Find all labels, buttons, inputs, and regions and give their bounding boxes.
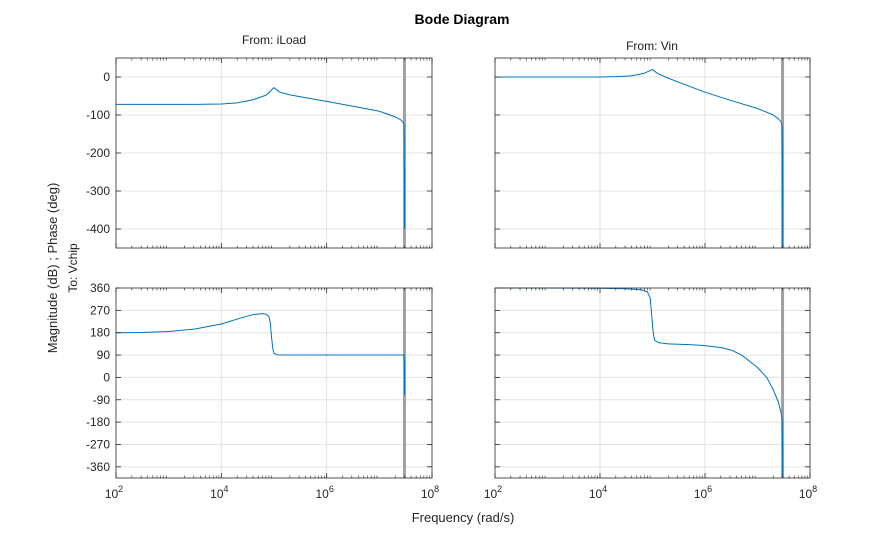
phase-iload-response-line [115,313,406,395]
phase-vin-axes-frame [494,287,811,479]
phase-vin-x-tick-label: 102 [484,484,502,501]
phase-y-tick-label: 90 [97,348,111,362]
phase-y-tick-label: 270 [90,303,110,317]
mag-y-tick-label: -400 [86,222,110,236]
phase-vin-response-line [495,287,784,477]
phase-y-tick-label: 180 [90,326,110,340]
phase-iload-plot-area [116,288,432,478]
phase-y-tick-label: -180 [86,415,110,429]
tick-layer: 0 -100 -200 -300 -400 360 270 180 90 0 -90 -180 -270… [86,70,817,501]
phase-vin-x-tick-label: 108 [799,484,817,501]
chart-title: Bode Diagram [415,11,510,27]
mag-y-tick-label: 0 [103,70,110,84]
phase-iload-x-tick-label: 102 [105,484,123,501]
column-title-iload: From: iLoad [242,33,306,47]
phase-vin-plot-area [495,288,810,478]
mag-iload-response-line [116,87,406,230]
mag-y-tick-label: -200 [86,146,110,160]
phase-y-tick-label: -360 [86,460,110,474]
grid-layer [116,58,810,478]
phase-y-tick-label: 360 [90,281,110,295]
row-label-vchip: To: Vchip [66,243,80,293]
mag-y-tick-label: -100 [86,108,110,122]
phase-vin-x-tick-label: 104 [589,484,607,501]
phase-y-tick-label: 0 [103,370,110,384]
phase-iload-x-tick-label: 104 [210,484,228,501]
phase-vin-x-tick-label: 106 [694,484,712,501]
curve-layer [115,68,784,477]
y-axis-label: Magnitude (dB) ; Phase (deg) [45,183,60,354]
mag-vin-response-line [495,68,784,249]
x-axis-label: Frequency (rad/s) [412,510,515,525]
phase-iload-x-tick-label: 108 [421,484,439,501]
phase-iload-x-tick-label: 106 [315,484,333,501]
mag-y-tick-label: -300 [86,184,110,198]
phase-y-tick-label: -270 [86,437,110,451]
frame-layer [115,57,811,479]
column-title-vin: From: Vin [626,39,678,53]
phase-iload-axes-frame [115,287,433,479]
phase-y-tick-label: -90 [93,393,111,407]
